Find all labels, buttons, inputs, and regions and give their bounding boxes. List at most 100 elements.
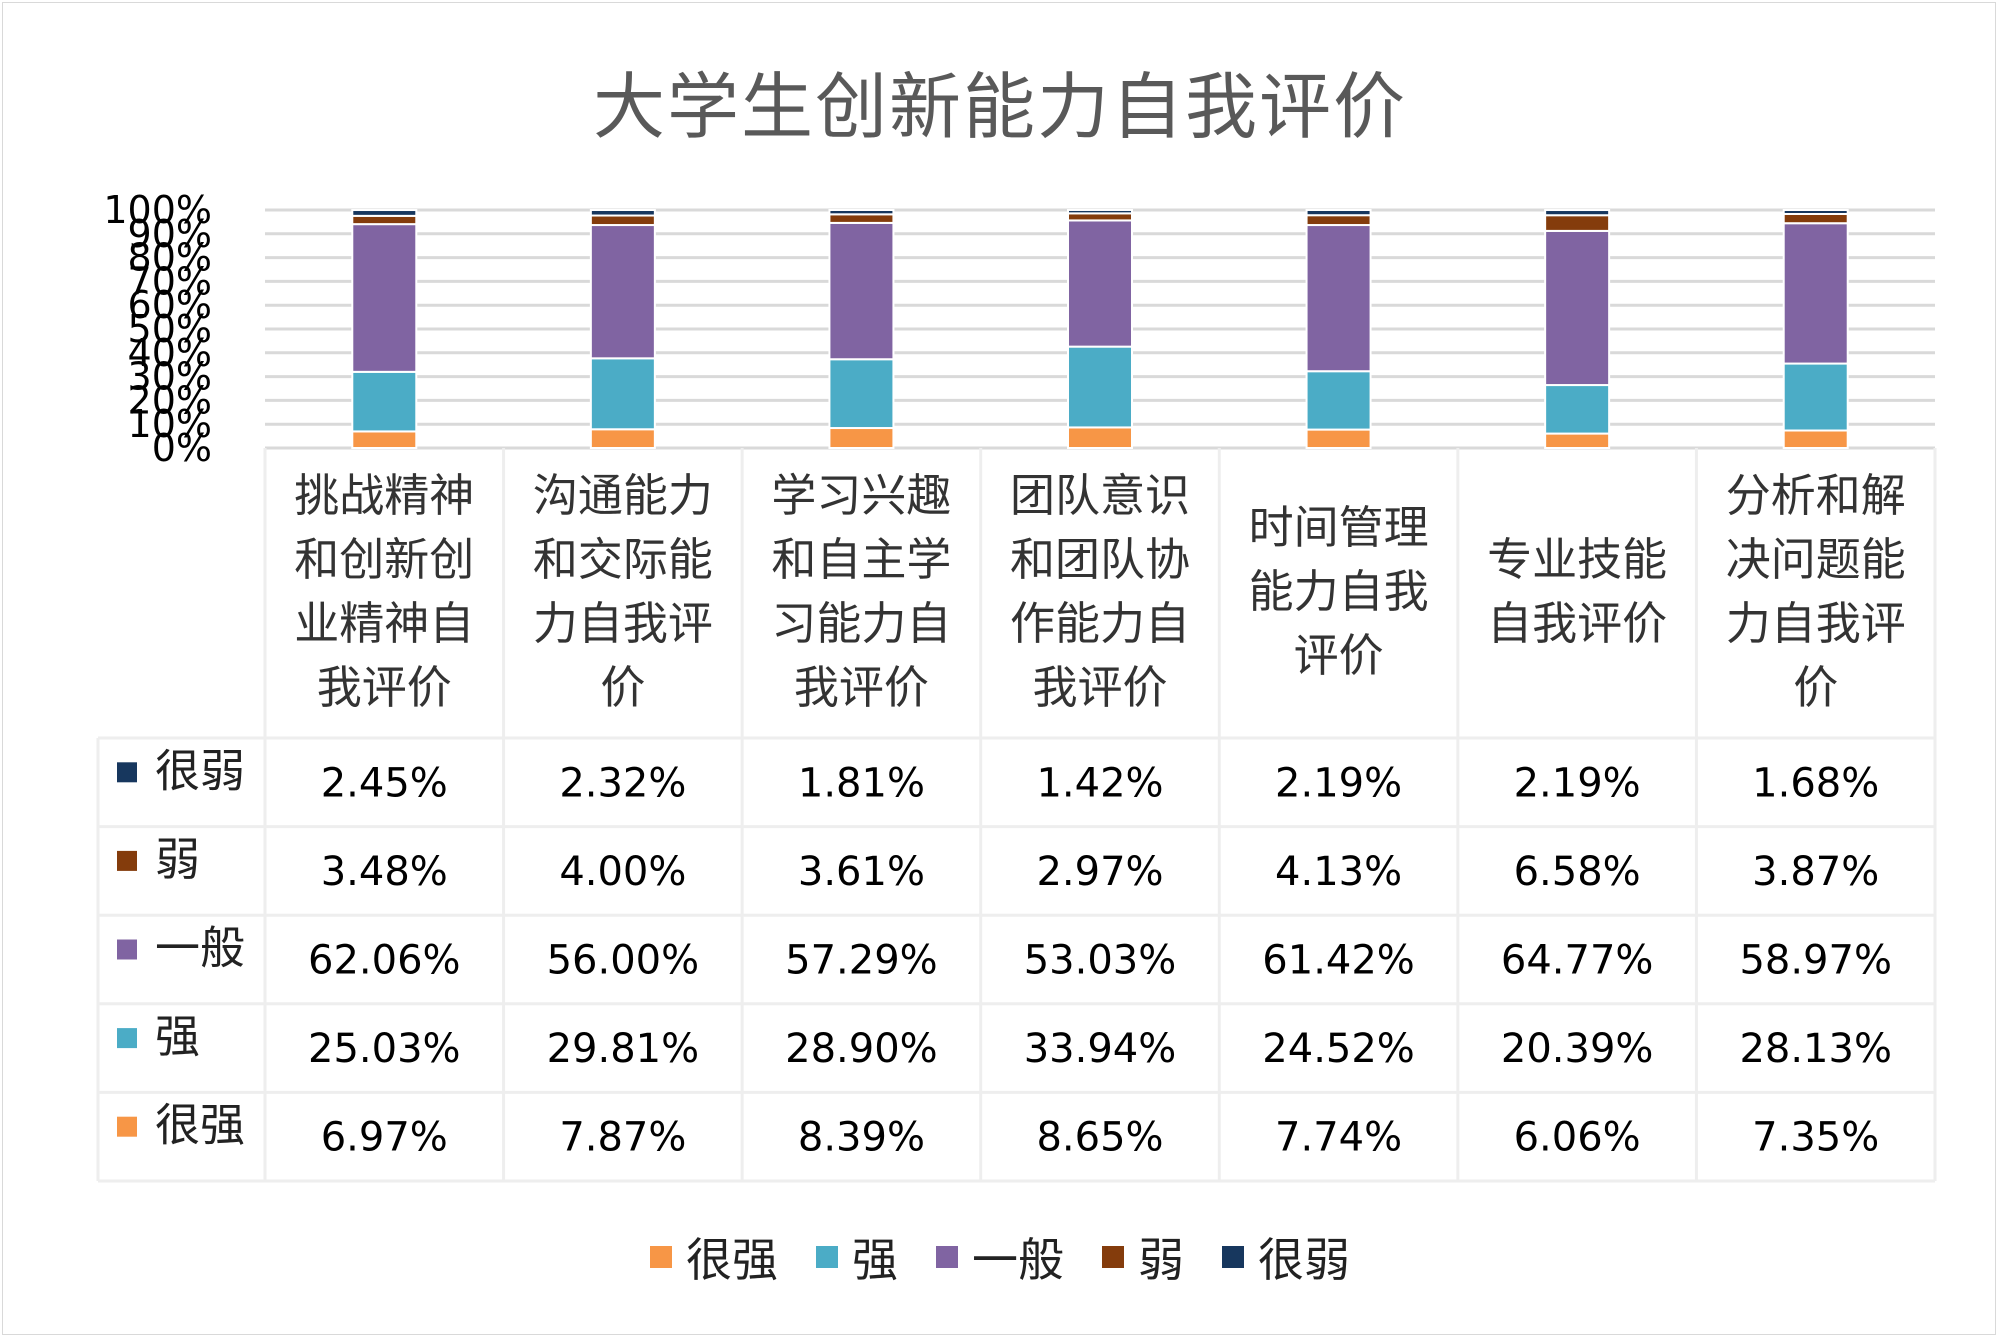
table-cell: 56.00% bbox=[547, 938, 700, 984]
bar-segment bbox=[1305, 428, 1372, 449]
table-cell: 24.52% bbox=[1262, 1026, 1415, 1072]
data-table: 挑战精神和创新创业精神自我评价沟通能力和交际能力自我评价学习兴趣和自主学习能力自… bbox=[96, 448, 1937, 1183]
bar-segment bbox=[1305, 224, 1372, 373]
y-tick-label: 90% bbox=[128, 212, 212, 256]
bar-segment bbox=[1782, 429, 1849, 449]
table-row-name: 很强 bbox=[155, 1099, 245, 1152]
table-cell: 6.97% bbox=[321, 1115, 448, 1161]
bar-segment bbox=[1544, 209, 1611, 217]
y-tick-label: 30% bbox=[128, 355, 212, 399]
table-cell: 57.29% bbox=[785, 938, 938, 984]
table-row-name: 很弱 bbox=[155, 744, 245, 797]
table-row-name: 一般 bbox=[155, 922, 245, 975]
bar-segment bbox=[1782, 212, 1849, 225]
chart-title: 大学生创新能力自我评价 bbox=[592, 65, 1407, 149]
y-tick-label: 40% bbox=[128, 331, 212, 375]
table-row-swatch bbox=[117, 1116, 137, 1137]
legend-swatch bbox=[650, 1246, 672, 1268]
table-cell: 6.06% bbox=[1514, 1115, 1641, 1161]
y-tick-label: 0% bbox=[152, 426, 212, 470]
legend-label: 弱 bbox=[1138, 1233, 1184, 1287]
table-cell: 3.61% bbox=[798, 849, 925, 895]
legend-item: 很弱 bbox=[1222, 1224, 1350, 1290]
table-cell: 1.81% bbox=[798, 760, 925, 806]
y-axis: 0%10%20%30%40%50%60%70%80%90%100% bbox=[103, 188, 212, 470]
legend-swatch bbox=[1222, 1246, 1244, 1268]
legend-item: 强 bbox=[816, 1224, 898, 1290]
table-cell: 25.03% bbox=[308, 1026, 461, 1072]
bar-segment bbox=[1305, 214, 1372, 227]
table-cell: 4.00% bbox=[559, 849, 686, 895]
y-tick-label: 60% bbox=[128, 283, 212, 327]
table-cell: 29.81% bbox=[547, 1026, 700, 1072]
category-label: 沟通能力和交际能力自我评价 bbox=[533, 469, 713, 714]
bar-segment bbox=[589, 357, 656, 431]
category-label: 时间管理能力自我评价 bbox=[1249, 501, 1429, 682]
legend-label: 很强 bbox=[686, 1233, 778, 1287]
table-cell: 8.39% bbox=[798, 1115, 925, 1161]
legend-label: 很弱 bbox=[1258, 1233, 1350, 1287]
table-row-swatch bbox=[117, 762, 137, 783]
table-cell: 1.42% bbox=[1036, 760, 1163, 806]
legend-item: 弱 bbox=[1102, 1224, 1184, 1290]
bar-segment bbox=[1067, 212, 1133, 222]
table-cell: 62.06% bbox=[308, 938, 461, 984]
table-cell: 28.90% bbox=[785, 1026, 938, 1072]
y-tick-label: 100% bbox=[103, 188, 212, 232]
category-label: 分析和解决问题能力自我评价 bbox=[1726, 469, 1906, 714]
y-tick-label: 50% bbox=[128, 307, 212, 351]
table-row-swatch bbox=[117, 939, 137, 960]
table-cell: 6.58% bbox=[1514, 849, 1641, 895]
bar-segment bbox=[589, 428, 656, 450]
y-tick-label: 70% bbox=[128, 259, 212, 303]
table-cell: 3.48% bbox=[321, 849, 448, 895]
table-cell: 8.65% bbox=[1036, 1115, 1163, 1161]
table-cell: 64.77% bbox=[1501, 938, 1654, 984]
bar-segment bbox=[351, 430, 418, 450]
bar-segment bbox=[1782, 222, 1849, 365]
legend-item: 一般 bbox=[936, 1224, 1064, 1290]
table-cell: 3.87% bbox=[1752, 849, 1879, 895]
table-cell: 7.87% bbox=[559, 1115, 686, 1161]
table-cell: 58.97% bbox=[1739, 938, 1892, 984]
legend-swatch bbox=[816, 1246, 838, 1268]
table-row-name: 弱 bbox=[155, 833, 200, 886]
bar-segment bbox=[1067, 219, 1133, 348]
table-cell: 2.19% bbox=[1514, 760, 1641, 806]
bar-segment bbox=[1067, 426, 1133, 449]
table-cell: 7.35% bbox=[1752, 1115, 1879, 1161]
category-label: 专业技能自我评价 bbox=[1487, 533, 1667, 650]
bar-segment bbox=[351, 370, 418, 433]
bar-segment bbox=[589, 209, 656, 217]
table-cell: 4.13% bbox=[1275, 849, 1402, 895]
table-cell: 2.19% bbox=[1275, 760, 1402, 806]
bar-segment bbox=[1544, 229, 1611, 387]
table-row-swatch bbox=[117, 1028, 137, 1049]
bar-segment bbox=[828, 358, 895, 430]
category-label: 学习兴趣和自主学习能力自我评价 bbox=[771, 469, 951, 714]
table-row-name: 强 bbox=[155, 1010, 200, 1063]
bar-segment bbox=[1067, 208, 1133, 215]
table-cell: 61.42% bbox=[1262, 938, 1415, 984]
category-label: 挑战精神和创新创业精神自我评价 bbox=[294, 469, 474, 714]
bar-segment bbox=[589, 224, 656, 360]
category-label: 团队意识和团队协作能力自我评价 bbox=[1010, 469, 1190, 714]
table-cell: 7.74% bbox=[1275, 1115, 1402, 1161]
bar-segment bbox=[828, 427, 895, 449]
y-tick-label: 80% bbox=[128, 236, 212, 280]
table-cell: 33.94% bbox=[1024, 1026, 1177, 1072]
bar-segment bbox=[1067, 345, 1133, 429]
table-cell: 2.32% bbox=[559, 760, 686, 806]
y-tick-label: 10% bbox=[128, 402, 212, 446]
legend-swatch bbox=[1102, 1246, 1124, 1268]
bar-segment bbox=[351, 223, 418, 373]
bar-segment bbox=[589, 214, 656, 227]
bar-segment bbox=[828, 209, 895, 216]
legend-label: 强 bbox=[852, 1233, 898, 1287]
legend-item: 很强 bbox=[650, 1224, 778, 1290]
bar-segment bbox=[1782, 209, 1849, 215]
table-cell: 53.03% bbox=[1024, 938, 1177, 984]
bar-segment bbox=[1782, 362, 1849, 432]
